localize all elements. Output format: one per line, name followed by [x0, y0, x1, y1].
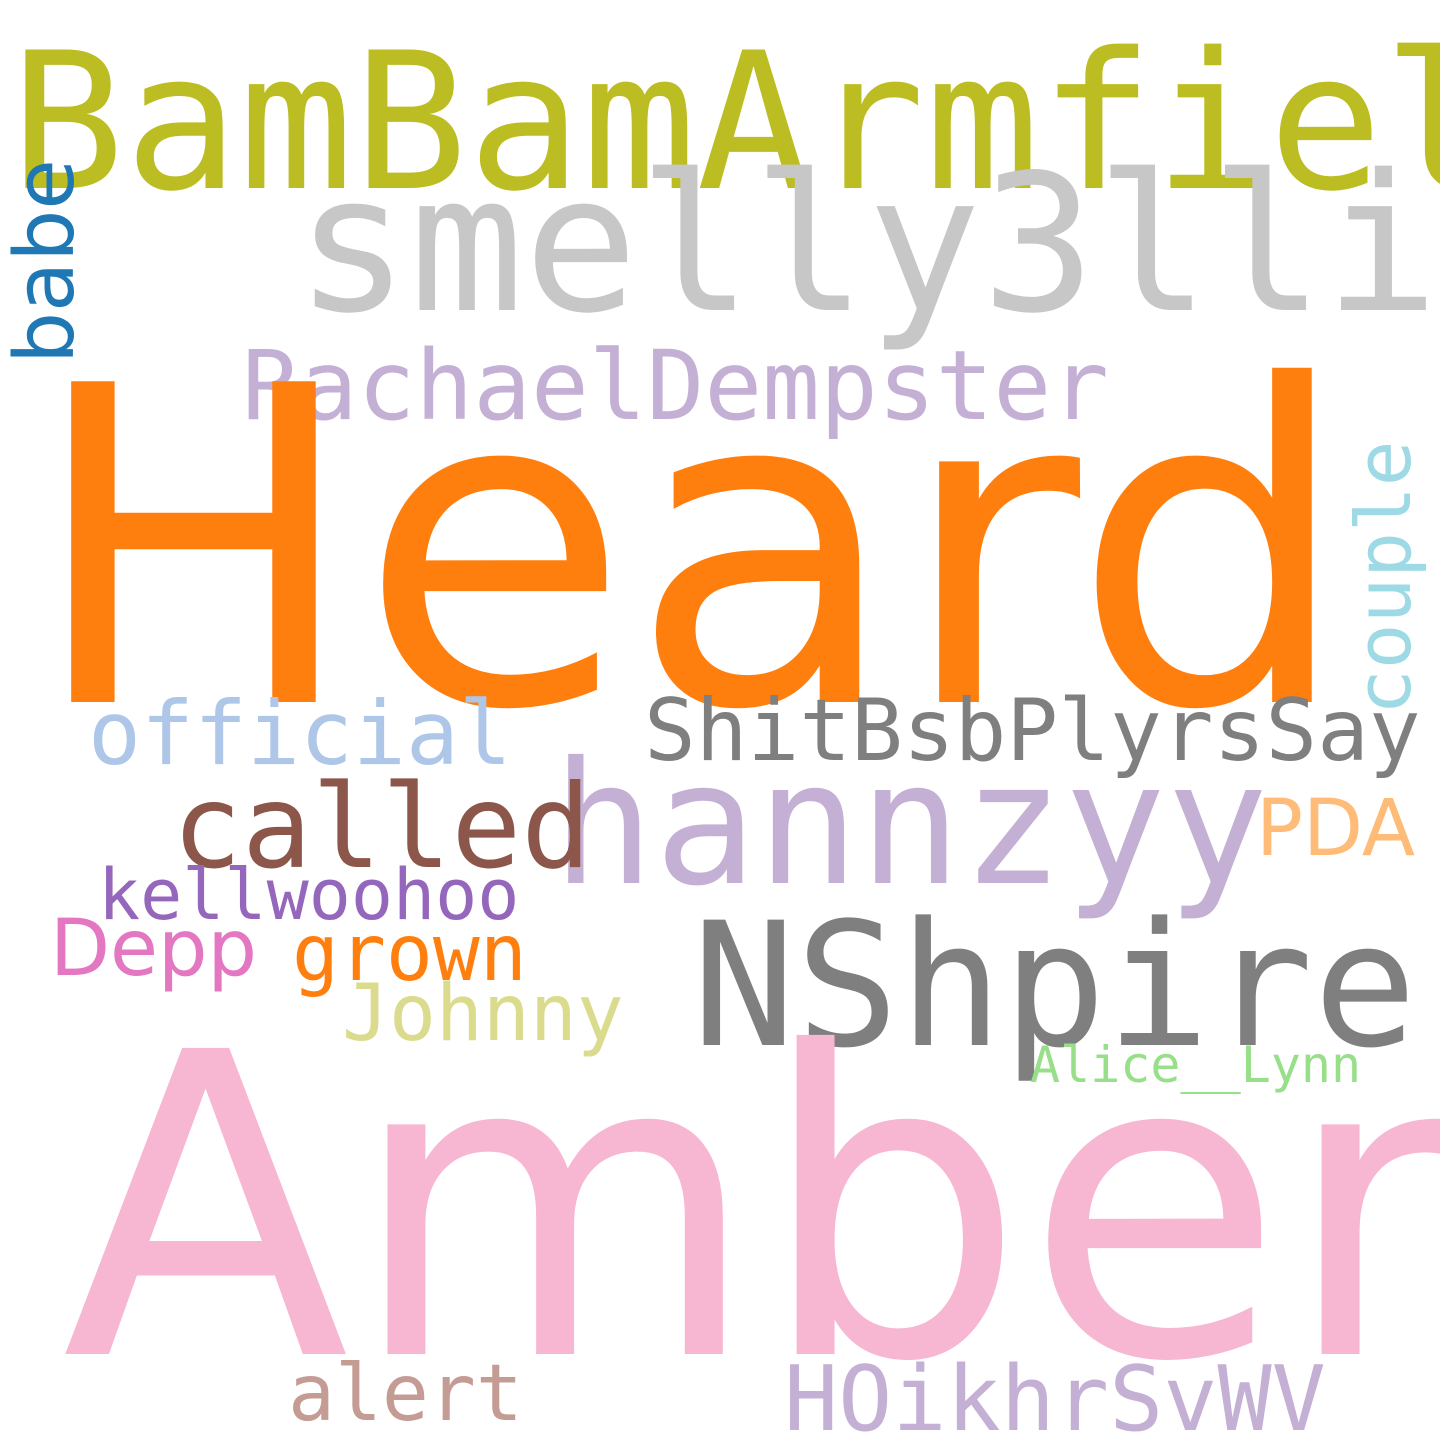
word-bambamarmfield: BamBamArmfield [10, 12, 1440, 233]
word-hannzyy: hannzyy [552, 726, 1269, 924]
word-kellwoohoo: kellwoohoo [98, 854, 520, 936]
word-depp: Depp [50, 904, 258, 994]
word-grown: grown [292, 909, 527, 999]
word-rachaeldempster: RachaelDempster [242, 330, 1109, 442]
word-couple: couple [1339, 440, 1428, 715]
word-alice-lynn: Alice__Lynn [1030, 1036, 1362, 1094]
word-alert: alert [288, 1349, 523, 1439]
word-official: official [88, 682, 512, 785]
word-hoikhrsvwv: HOikhrSvWV [784, 1347, 1326, 1440]
word-heard: Heard [28, 294, 1352, 806]
word-called: called [172, 760, 592, 895]
word-johnny: Johnny [342, 969, 624, 1059]
word-babe: babe [0, 159, 93, 364]
word-nshpirer: NShpirer [692, 885, 1440, 1086]
word-shitbsbplyrssay: ShitBsbPlyrsSay [644, 681, 1421, 781]
word-pda: PDA [1256, 784, 1416, 874]
word-smelly3llie: smelly3llie [295, 134, 1440, 355]
word-amber: Amber [62, 965, 1440, 1440]
